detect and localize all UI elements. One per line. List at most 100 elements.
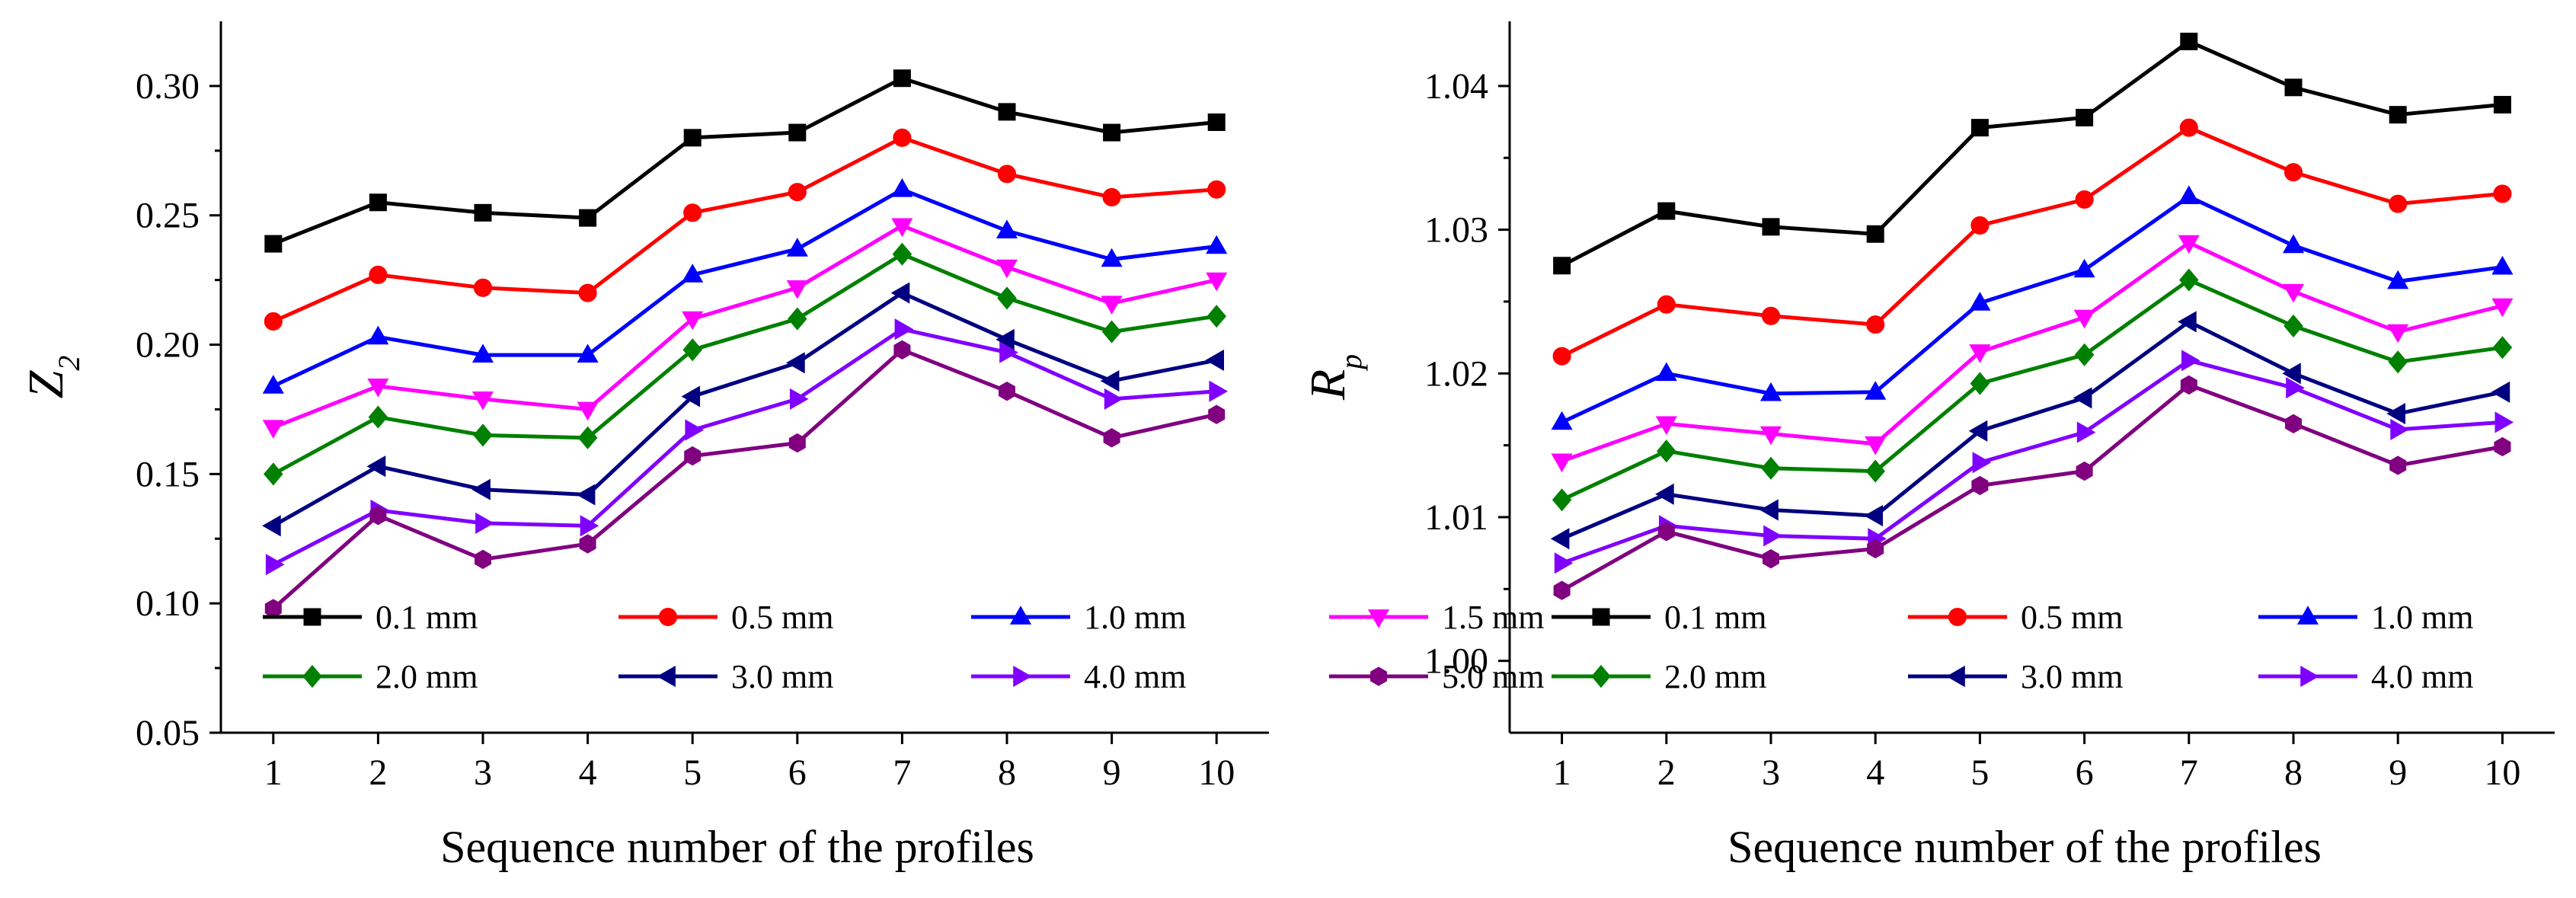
data-point [576,484,596,506]
x-tick-label: 9 [1103,753,1121,793]
y-axis-title-main: R [1300,369,1356,401]
data-point [893,340,911,360]
series-1-0-mmmm-group [262,177,1228,394]
data-point [2286,377,2305,399]
data-point [1866,225,1884,243]
legend-label: 4.0 mm [1084,658,1186,695]
data-point [1762,218,1780,236]
data-point [2284,78,2303,97]
y-tick-label: 0.10 [136,583,200,624]
data-point [2493,95,2511,113]
data-point [471,391,494,411]
data-point [2073,258,2095,278]
series-line [1561,319,2503,541]
x-axis-title: Sequence number of the profiles [1727,822,2322,872]
legend-label: 2.0 mm [1664,658,1766,695]
data-point [1551,411,1573,430]
y-axis-title-subscript: p [1334,354,1368,372]
x-tick-label: 7 [893,753,911,793]
legend-marker [1367,609,1390,628]
legend-marker [2296,606,2319,625]
x-axis-title: Sequence number of the profiles [440,822,1034,872]
x-tick-label: 6 [788,753,807,793]
legend-marker [1370,666,1387,686]
data-point [2387,270,2409,289]
data-point [2076,108,2094,126]
legend-entry: 0.5 mm [1908,599,2123,636]
data-point [262,420,284,439]
series-line [272,327,1217,567]
x-tick-label: 2 [1657,753,1676,793]
data-point [893,69,911,88]
legend-entry: 4.0 mm [971,658,1186,695]
data-point [2282,363,2301,385]
data-point [1207,305,1226,328]
legend-label: 0.1 mm [376,599,478,636]
legend-marker [657,665,676,688]
data-point [1209,380,1229,402]
data-point [1206,272,1228,292]
data-point [2284,163,2303,182]
data-point [788,123,807,142]
series-2-0-mmmm-group [264,242,1226,486]
series-line [272,187,1217,388]
data-point [1553,257,1571,275]
series-1-5-mmmm-group [262,218,1228,439]
rp-panel: 1.00 1.01 1.02 1.03 1.04 1 2 3 4 5 6 7 8 9 10 Sequence … [1300,21,2555,872]
legend-marker [302,664,322,689]
data-point [2073,387,2092,409]
data-point [2491,298,2514,318]
data-point [682,264,704,283]
data-point [1759,382,1782,401]
data-point [471,478,491,500]
data-point [1655,362,1677,382]
data-point [788,433,806,453]
data-point [1206,235,1228,254]
series-4-0-mmmm-group [265,318,1229,576]
data-point [1970,216,1990,235]
data-point [1867,538,1884,559]
series-line [272,291,1217,528]
legend-entry: 2.0 mm [1552,658,1766,695]
legend-entry: 0.1 mm [263,599,478,636]
data-point [1550,528,1570,550]
data-point [996,259,1018,279]
series-line [272,347,1217,610]
z2-panel: 0.05 0.10 0.15 0.20 0.25 0.30 1 2 3 4 5 6 7 8 9 10 Seque… [18,21,1544,872]
data-point [264,462,283,486]
series-3-0-mmmm-group [1550,311,2510,550]
legend: 0.1 mm0.5 mm1.0 mm1.5 mm2.0 mm3.0 mm4.0 … [1552,599,2473,695]
legend-marker [1013,665,1032,688]
legend-entry: 3.0 mm [1908,658,2123,695]
y-tick-label: 1.02 [1424,353,1488,394]
series-0-5-mmmm-group [1552,118,2512,366]
legend-marker [1948,607,1967,627]
series-0-1-mmmm-group [264,69,1226,253]
data-point [367,325,389,345]
data-point [2387,324,2409,344]
data-point [1655,483,1674,505]
data-point [366,455,386,478]
data-point [1208,404,1226,424]
data-point [577,426,598,449]
data-point [1969,344,1991,363]
data-point [2491,255,2514,275]
series-line [1561,194,2503,424]
legend-entry: 0.1 mm [1552,599,1766,636]
data-point [1969,292,1991,311]
data-point [2073,309,2095,329]
data-point [2282,234,2305,254]
data-point [368,405,388,429]
data-point [1552,488,1572,512]
x-tick-label: 3 [474,753,492,793]
legend-label: 0.1 mm [1664,599,1766,636]
y-tick-label: 1.01 [1424,497,1488,538]
legend-label: 0.5 mm [731,599,833,636]
x-tick-label: 3 [1762,753,1780,793]
data-point [1657,295,1676,314]
data-point [1971,475,1989,496]
data-point [2076,421,2096,443]
series-3-0-mmmm-group [262,282,1224,537]
data-point [367,379,389,398]
data-point [473,423,493,447]
